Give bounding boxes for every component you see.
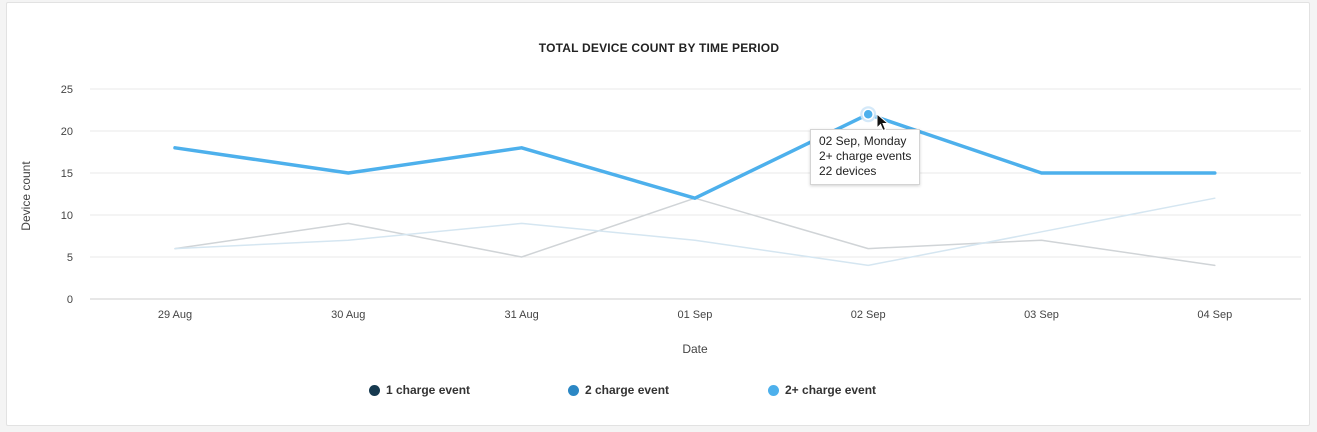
tooltip-series: 2+ charge events: [819, 149, 912, 163]
x-tick-labels: 29 Aug 30 Aug 31 Aug 01 Sep 02 Sep 03 Sep 04 S…: [158, 309, 1232, 321]
tooltip-date: 02 Sep, Monday: [819, 134, 907, 148]
chart-legend: 1 charge event 2 charge event 2+ charge ev…: [7, 383, 1311, 403]
legend-dot-icon: [768, 384, 779, 396]
series-line[interactable]: [173, 112, 1217, 200]
x-tick-label: 30 Aug: [331, 309, 365, 321]
legend-label: 1 charge event: [386, 383, 471, 397]
legend-label: 2 charge event: [585, 383, 670, 397]
x-tick-label: 29 Aug: [158, 309, 192, 321]
grid-lines: [90, 88, 1301, 300]
y-axis-label: Device count: [19, 161, 33, 231]
x-tick-label: 02 Sep: [851, 309, 886, 321]
x-tick-label: 04 Sep: [1197, 309, 1232, 321]
tooltip-value: 22 devices: [819, 164, 877, 178]
legend-item[interactable]: 1 charge event: [369, 383, 470, 397]
y-tick-label: 15: [61, 168, 73, 180]
chart-card: TOTAL DEVICE COUNT BY TIME PERIOD 0 5 10 15…: [6, 2, 1310, 426]
legend-item[interactable]: 2 charge event: [568, 383, 669, 397]
y-tick-label: 0: [67, 294, 73, 306]
series-line[interactable]: [174, 197, 1216, 267]
highlight-point[interactable]: [862, 108, 874, 120]
series-lines: [173, 112, 1217, 267]
line-chart[interactable]: 0 5 10 15 20 25 29 Aug 30 Aug 31 Aug 01 Sep 02 Se…: [7, 3, 1311, 427]
y-tick-label: 20: [61, 126, 73, 138]
chart-tooltip: 02 Sep, Monday 2+ charge events 22 devic…: [810, 129, 921, 185]
series-line[interactable]: [174, 197, 1216, 267]
legend-dot-icon: [568, 384, 579, 396]
legend-item[interactable]: 2+ charge event: [768, 383, 876, 397]
x-tick-label: 03 Sep: [1024, 309, 1059, 321]
x-tick-label: 01 Sep: [677, 309, 712, 321]
highlight-points: [860, 106, 877, 123]
mouse-pointer-icon: [876, 113, 890, 132]
legend-label: 2+ charge event: [785, 383, 877, 397]
x-tick-label: 31 Aug: [504, 309, 538, 321]
y-tick-label: 25: [61, 84, 73, 96]
x-axis-label: Date: [682, 342, 708, 356]
y-tick-label: 10: [61, 210, 73, 222]
y-tick-label: 5: [67, 252, 73, 264]
legend-dot-icon: [369, 384, 380, 396]
chart-title: TOTAL DEVICE COUNT BY TIME PERIOD: [538, 41, 780, 55]
y-tick-labels: 0 5 10 15 20 25: [61, 84, 73, 306]
